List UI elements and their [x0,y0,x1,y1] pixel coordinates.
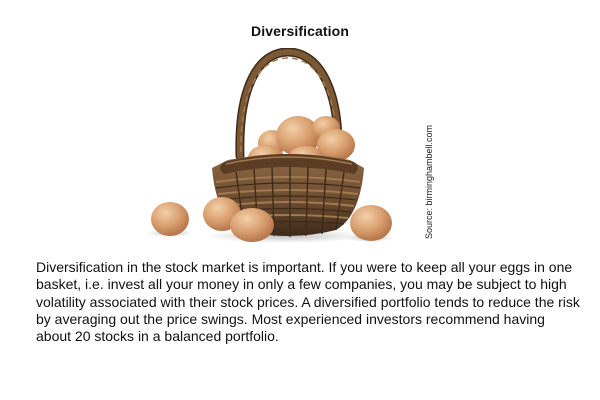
description-paragraph: Diversification in the stock market is i… [36,259,580,345]
source-credit: Source: birminghambell.com [424,124,434,239]
egg-basket-icon [148,48,394,243]
page-title: Diversification [251,23,349,39]
